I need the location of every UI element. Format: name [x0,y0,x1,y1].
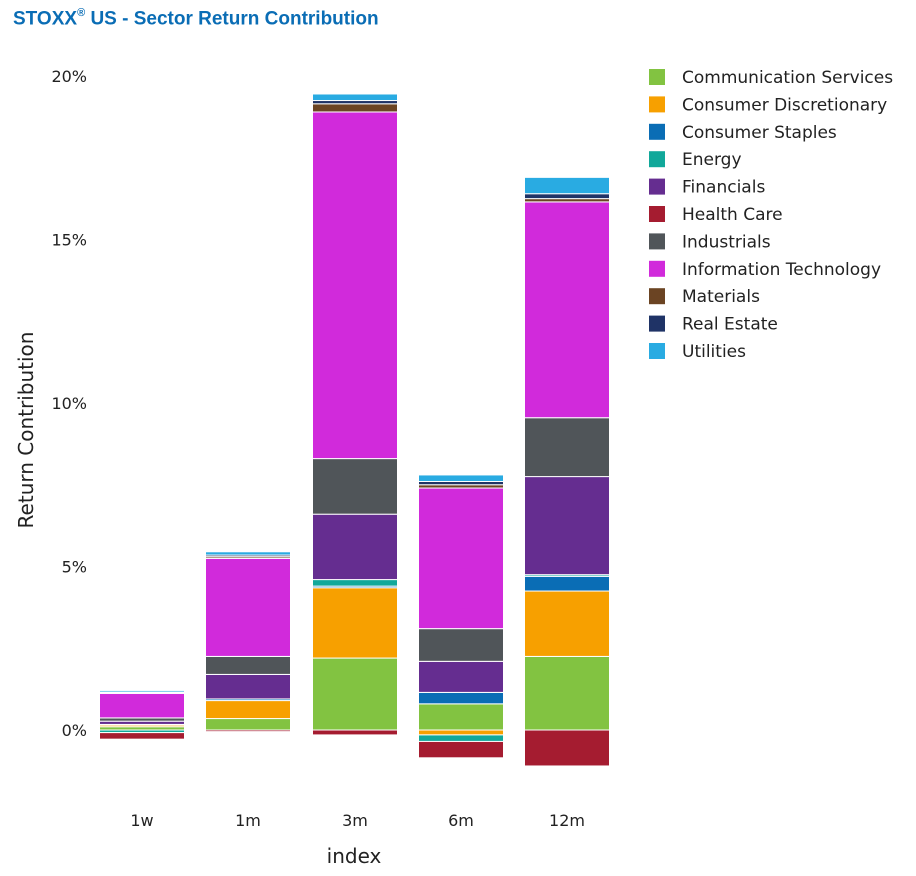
legend-swatch [649,233,665,250]
legend-item[interactable]: Consumer Staples [649,123,837,143]
legend-label: Consumer Staples [682,123,837,143]
bar-segment[interactable] [524,590,610,657]
bar-segment[interactable] [524,201,610,419]
bar-segment[interactable] [205,557,291,657]
bar-segment[interactable] [524,176,610,195]
bar-segment[interactable] [418,660,504,693]
legend-label: Utilities [682,342,746,362]
bar-segment[interactable] [205,729,291,733]
bar-segment[interactable] [312,729,398,736]
bar-segment[interactable] [418,487,504,630]
bar-segment[interactable] [205,551,291,556]
bar-segment[interactable] [524,575,610,592]
bar-segment[interactable] [524,476,610,576]
x-tick-label: 6m [448,811,474,830]
legend-label: Materials [682,287,760,307]
legend-item[interactable]: Real Estate [649,315,778,335]
bar-segment[interactable] [205,673,291,700]
x-tick-label: 1m [235,811,261,830]
legend-label: Energy [682,150,742,170]
bar-segment[interactable] [312,587,398,659]
bar-segment[interactable] [524,655,610,731]
bar-segment[interactable] [99,732,185,740]
bar-stack-6m [418,474,504,759]
legend-swatch [649,178,665,195]
bar-segment[interactable] [99,689,185,693]
bar-segment[interactable] [312,111,398,460]
bar-stack-1m [205,551,291,733]
legend-item[interactable]: Energy [649,150,742,170]
x-tick-label: 1w [130,811,153,830]
y-axis-title: Return Contribution [14,332,38,529]
bar-segment[interactable] [524,417,610,478]
legend-swatch [649,260,665,277]
legend-swatch [649,123,665,140]
legend-swatch [649,343,665,359]
bar-segment[interactable] [312,657,398,731]
bar-segment[interactable] [418,474,504,482]
y-axis-ticks: 0% 5% 10% 15% 20% [51,67,87,740]
x-tick-label: 3m [342,811,368,830]
legend-swatch [649,206,665,222]
bar-segment[interactable] [418,740,504,759]
bar-segment[interactable] [418,729,504,736]
bar-segment[interactable] [418,691,504,705]
x-axis-title: index [327,844,382,868]
x-tick-label: 12m [549,811,585,830]
bar-segment[interactable] [418,734,504,742]
x-axis-ticks: 1w 1m 3m 6m 12m [130,811,585,830]
bar-segment[interactable] [312,579,398,587]
legend-item[interactable]: Communication Services [649,68,893,88]
legend-item[interactable]: Materials [649,287,760,307]
legend-item[interactable]: Health Care [649,205,783,225]
legend: Communication Services Consumer Discretio… [649,68,893,362]
legend-item[interactable]: Utilities [649,342,746,362]
bar-segment[interactable] [312,93,398,102]
legend-label: Financials [682,178,765,198]
bar-stack-1w [99,689,185,740]
bar-segment[interactable] [418,628,504,662]
legend-label: Real Estate [682,315,778,335]
title-text: US - Sector Return Contribution [85,8,379,30]
bar-segment[interactable] [99,692,185,719]
bar-stack-12m [524,176,610,767]
legend-swatch [649,288,665,305]
legend-item[interactable]: Information Technology [649,260,881,280]
legend-swatch [649,69,665,85]
legend-item[interactable]: Industrials [649,232,771,252]
y-tick-label: 20% [51,67,87,86]
y-tick-label: 5% [62,558,87,577]
legend-label: Information Technology [682,260,881,280]
chart-title: STOXX® US - Sector Return Contribution [13,7,379,30]
legend-item[interactable]: Consumer Discretionary [649,95,887,115]
bars [99,93,610,767]
bar-segment[interactable] [418,703,504,731]
title-registered-mark: ® [77,7,86,19]
bar-segment[interactable] [312,103,398,113]
legend-label: Consumer Discretionary [682,95,887,115]
y-tick-label: 10% [51,394,87,413]
bar-segment[interactable] [312,458,398,515]
legend-item[interactable]: Financials [649,178,765,198]
bar-segment[interactable] [205,718,291,731]
bar-segment[interactable] [524,729,610,767]
bar-segment[interactable] [205,655,291,675]
legend-swatch [649,151,665,168]
legend-label: Communication Services [682,68,893,88]
legend-label: Health Care [682,205,783,225]
y-tick-label: 0% [62,721,87,740]
bar-segment[interactable] [205,700,291,720]
bar-segment[interactable] [524,193,610,200]
legend-swatch [649,96,665,113]
y-tick-label: 15% [51,231,87,250]
bar-segment[interactable] [312,513,398,581]
legend-label: Industrials [682,232,771,252]
legend-swatch [649,315,665,332]
title-brand: STOXX [13,8,78,30]
bar-stack-3m [312,93,398,736]
